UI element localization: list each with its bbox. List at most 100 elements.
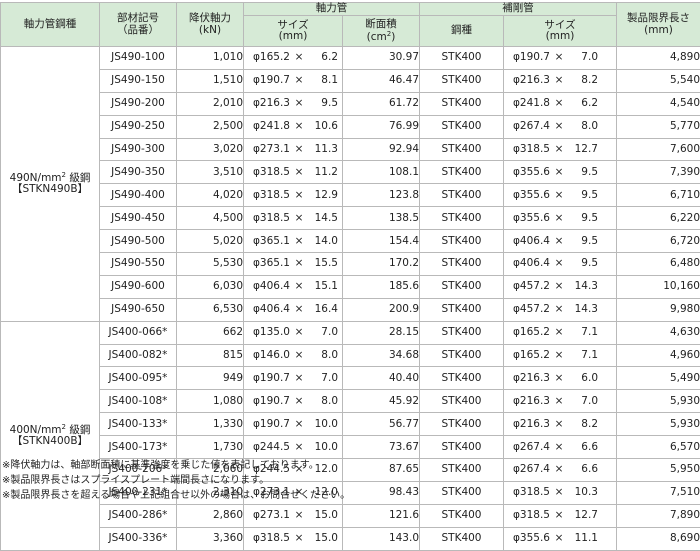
steel-cell: STK400 [420, 138, 504, 161]
steel-cell: STK400 [420, 344, 504, 367]
axial-size-cell: φ244.5×10.0 [244, 436, 343, 459]
steel-cell: STK400 [420, 367, 504, 390]
member-code-cell: JS400-173* [100, 436, 177, 459]
limit-length-cell: 4,630 [617, 321, 700, 344]
reinforce-size-cell: φ216.3×8.2 [504, 413, 617, 436]
member-code-cell: JS400-095* [100, 367, 177, 390]
reinforce-size-cell: φ318.5×12.7 [504, 138, 617, 161]
area-cell: 92.94 [343, 138, 420, 161]
yield-axial-cell: 5,020 [177, 230, 244, 253]
reinforce-size-cell: φ267.4×6.6 [504, 436, 617, 459]
axial-size-cell: φ365.1×14.0 [244, 230, 343, 253]
reinforce-size-cell: φ216.3×6.0 [504, 367, 617, 390]
reinforce-size-cell: φ457.2×14.3 [504, 298, 617, 321]
member-code-cell: JS400-286* [100, 504, 177, 527]
limit-length-cell: 6,480 [617, 253, 700, 276]
area-cell: 34.68 [343, 344, 420, 367]
member-code-cell: JS490-350 [100, 161, 177, 184]
member-code-cell: JS490-150 [100, 69, 177, 92]
steel-cell: STK400 [420, 207, 504, 230]
header-member-no: 部材記号（品番） [100, 3, 177, 47]
member-code-cell: JS490-250 [100, 115, 177, 138]
member-code-cell: JS400-133* [100, 413, 177, 436]
yield-axial-cell: 4,500 [177, 207, 244, 230]
limit-length-cell: 10,160 [617, 275, 700, 298]
steel-cell: STK400 [420, 69, 504, 92]
steel-cell: STK400 [420, 413, 504, 436]
member-code-cell: JS490-200 [100, 92, 177, 115]
reinforce-size-cell: φ355.6×9.5 [504, 161, 617, 184]
steel-cell: STK400 [420, 504, 504, 527]
area-cell: 46.47 [343, 69, 420, 92]
limit-length-cell: 7,510 [617, 481, 700, 504]
area-cell: 123.8 [343, 184, 420, 207]
axial-size-cell: φ241.8×10.6 [244, 115, 343, 138]
area-cell: 87.65 [343, 459, 420, 482]
yield-axial-cell: 6,530 [177, 298, 244, 321]
reinforce-size-cell: φ406.4×9.5 [504, 253, 617, 276]
limit-length-cell: 6,710 [617, 184, 700, 207]
member-code-cell: JS490-400 [100, 184, 177, 207]
area-cell: 61.72 [343, 92, 420, 115]
reinforce-size-cell: φ267.4×8.0 [504, 115, 617, 138]
axial-size-cell: φ318.5×15.0 [244, 527, 343, 550]
grade-cell: 490N/mm2 級鋼【STKN490B】 [1, 47, 100, 322]
header-axial-pipe: 軸力管 [244, 3, 420, 16]
axial-size-cell: φ406.4×15.1 [244, 275, 343, 298]
limit-length-cell: 5,930 [617, 390, 700, 413]
member-code-cell: JS400-108* [100, 390, 177, 413]
reinforce-size-cell: φ241.8×6.2 [504, 92, 617, 115]
steel-cell: STK400 [420, 436, 504, 459]
axial-size-cell: φ190.7×8.0 [244, 390, 343, 413]
axial-size-cell: φ365.1×15.5 [244, 253, 343, 276]
yield-axial-cell: 1,510 [177, 69, 244, 92]
area-cell: 56.77 [343, 413, 420, 436]
axial-size-cell: φ216.3×9.5 [244, 92, 343, 115]
area-cell: 108.1 [343, 161, 420, 184]
steel-cell: STK400 [420, 481, 504, 504]
area-cell: 143.0 [343, 527, 420, 550]
axial-size-cell: φ318.5×12.9 [244, 184, 343, 207]
yield-axial-cell: 662 [177, 321, 244, 344]
steel-cell: STK400 [420, 459, 504, 482]
area-cell: 121.6 [343, 504, 420, 527]
steel-cell: STK400 [420, 253, 504, 276]
yield-axial-cell: 3,020 [177, 138, 244, 161]
member-code-cell: JS490-100 [100, 47, 177, 70]
steel-cell: STK400 [420, 92, 504, 115]
yield-axial-cell: 1,730 [177, 436, 244, 459]
area-cell: 154.4 [343, 230, 420, 253]
area-cell: 185.6 [343, 275, 420, 298]
yield-axial-cell: 815 [177, 344, 244, 367]
header-size: サイズ(mm) [244, 16, 343, 47]
limit-length-cell: 5,770 [617, 115, 700, 138]
header-grade: 軸力管鋼種 [1, 3, 100, 47]
steel-cell: STK400 [420, 298, 504, 321]
area-cell: 200.9 [343, 298, 420, 321]
limit-length-cell: 6,570 [617, 436, 700, 459]
limit-length-cell: 9,980 [617, 298, 700, 321]
member-code-cell: JS400-066* [100, 321, 177, 344]
axial-size-cell: φ190.7×10.0 [244, 413, 343, 436]
yield-axial-cell: 1,080 [177, 390, 244, 413]
steel-cell: STK400 [420, 184, 504, 207]
yield-axial-cell: 2,860 [177, 504, 244, 527]
steel-cell: STK400 [420, 230, 504, 253]
reinforce-size-cell: φ165.2×7.1 [504, 321, 617, 344]
area-cell: 45.92 [343, 390, 420, 413]
yield-axial-cell: 3,510 [177, 161, 244, 184]
member-code-cell: JS490-450 [100, 207, 177, 230]
footnote: ※製品限界長さはスプライスプレート端間長さになります。 [2, 473, 350, 488]
